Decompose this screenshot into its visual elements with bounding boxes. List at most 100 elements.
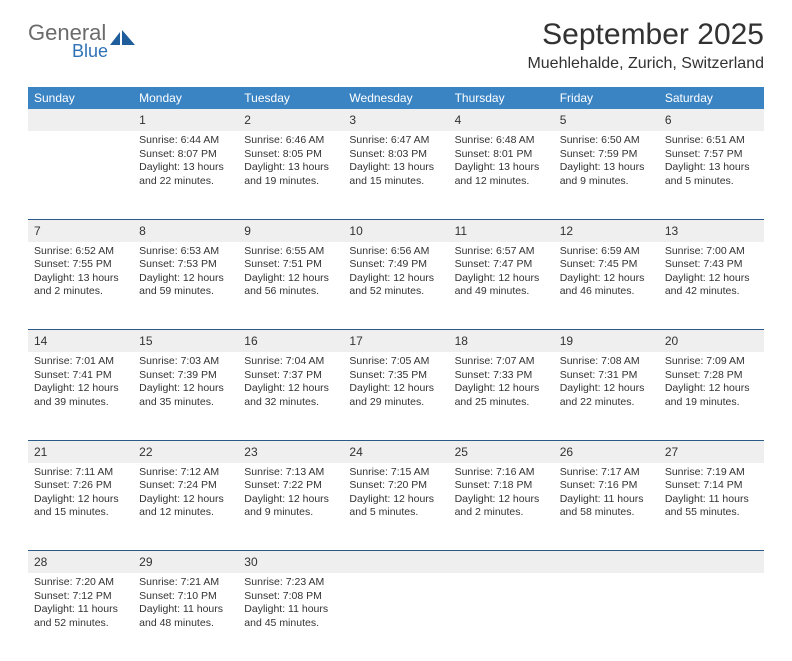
- sunset-line: Sunset: 7:47 PM: [455, 258, 548, 272]
- day-cell: Sunrise: 7:01 AMSunset: 7:41 PMDaylight:…: [28, 352, 133, 440]
- day-cell: Sunrise: 7:08 AMSunset: 7:31 PMDaylight:…: [554, 352, 659, 440]
- daynum-cell: 27: [659, 440, 764, 463]
- day-cell: Sunrise: 6:46 AMSunset: 8:05 PMDaylight:…: [238, 131, 343, 219]
- sunset-line: Sunset: 7:16 PM: [560, 479, 653, 493]
- sunset-line: Sunset: 7:24 PM: [139, 479, 232, 493]
- sunset-line: Sunset: 8:03 PM: [349, 148, 442, 162]
- daynum-cell: 3: [343, 109, 448, 131]
- day-number: 20: [665, 334, 678, 348]
- day-details: Sunrise: 7:15 AMSunset: 7:20 PMDaylight:…: [349, 466, 442, 521]
- day-cell: Sunrise: 6:47 AMSunset: 8:03 PMDaylight:…: [343, 131, 448, 219]
- daylight-line: Daylight: 12 hours and 46 minutes.: [560, 272, 653, 299]
- sunrise-line: Sunrise: 7:13 AM: [244, 466, 337, 480]
- day-details: Sunrise: 7:07 AMSunset: 7:33 PMDaylight:…: [455, 355, 548, 410]
- daynum-row: 21222324252627: [28, 440, 764, 463]
- day-number: 9: [244, 224, 251, 238]
- day-cell: Sunrise: 7:21 AMSunset: 7:10 PMDaylight:…: [133, 573, 238, 661]
- day-cell: [343, 573, 448, 661]
- daynum-cell: 28: [28, 551, 133, 574]
- daylight-line: Daylight: 12 hours and 35 minutes.: [139, 382, 232, 409]
- day-cell: Sunrise: 7:07 AMSunset: 7:33 PMDaylight:…: [449, 352, 554, 440]
- sunrise-line: Sunrise: 7:05 AM: [349, 355, 442, 369]
- daylight-line: Daylight: 12 hours and 59 minutes.: [139, 272, 232, 299]
- sunset-line: Sunset: 7:39 PM: [139, 369, 232, 383]
- daynum-cell: [343, 551, 448, 574]
- daynum-row: 282930: [28, 551, 764, 574]
- daylight-line: Daylight: 11 hours and 58 minutes.: [560, 493, 653, 520]
- sunset-line: Sunset: 7:35 PM: [349, 369, 442, 383]
- day-number: 21: [34, 445, 47, 459]
- day-details: Sunrise: 7:23 AMSunset: 7:08 PMDaylight:…: [244, 576, 337, 631]
- day-cell: Sunrise: 6:50 AMSunset: 7:59 PMDaylight:…: [554, 131, 659, 219]
- daylight-line: Daylight: 13 hours and 22 minutes.: [139, 161, 232, 188]
- day-details: Sunrise: 6:50 AMSunset: 7:59 PMDaylight:…: [560, 134, 653, 189]
- day-cell: Sunrise: 6:52 AMSunset: 7:55 PMDaylight:…: [28, 242, 133, 330]
- day-cell: Sunrise: 6:59 AMSunset: 7:45 PMDaylight:…: [554, 242, 659, 330]
- day-details: Sunrise: 7:01 AMSunset: 7:41 PMDaylight:…: [34, 355, 127, 410]
- day-cell: Sunrise: 7:00 AMSunset: 7:43 PMDaylight:…: [659, 242, 764, 330]
- day-cell: Sunrise: 7:13 AMSunset: 7:22 PMDaylight:…: [238, 463, 343, 551]
- daynum-cell: 23: [238, 440, 343, 463]
- sunset-line: Sunset: 8:01 PM: [455, 148, 548, 162]
- daylight-line: Daylight: 12 hours and 52 minutes.: [349, 272, 442, 299]
- day-details: Sunrise: 7:19 AMSunset: 7:14 PMDaylight:…: [665, 466, 758, 521]
- daylight-line: Daylight: 11 hours and 45 minutes.: [244, 603, 337, 630]
- day-cell: [659, 573, 764, 661]
- daynum-cell: 4: [449, 109, 554, 131]
- daynum-row: 78910111213: [28, 219, 764, 242]
- sunset-line: Sunset: 7:45 PM: [560, 258, 653, 272]
- day-cell: Sunrise: 6:57 AMSunset: 7:47 PMDaylight:…: [449, 242, 554, 330]
- sunrise-line: Sunrise: 7:08 AM: [560, 355, 653, 369]
- day-cell: Sunrise: 7:09 AMSunset: 7:28 PMDaylight:…: [659, 352, 764, 440]
- daynum-cell: [659, 551, 764, 574]
- day-header: Thursday: [449, 87, 554, 109]
- day-header: Saturday: [659, 87, 764, 109]
- sunrise-line: Sunrise: 7:21 AM: [139, 576, 232, 590]
- daylight-line: Daylight: 13 hours and 12 minutes.: [455, 161, 548, 188]
- day-details: Sunrise: 7:17 AMSunset: 7:16 PMDaylight:…: [560, 466, 653, 521]
- sunrise-line: Sunrise: 6:56 AM: [349, 245, 442, 259]
- logo-sail-icon: [110, 28, 136, 44]
- day-cell: Sunrise: 7:04 AMSunset: 7:37 PMDaylight:…: [238, 352, 343, 440]
- daynum-cell: 15: [133, 330, 238, 353]
- sunset-line: Sunset: 7:49 PM: [349, 258, 442, 272]
- sunrise-line: Sunrise: 7:19 AM: [665, 466, 758, 480]
- sunset-line: Sunset: 7:51 PM: [244, 258, 337, 272]
- daynum-cell: 29: [133, 551, 238, 574]
- day-number: 14: [34, 334, 47, 348]
- daynum-cell: 8: [133, 219, 238, 242]
- sunrise-line: Sunrise: 6:46 AM: [244, 134, 337, 148]
- daynum-cell: 19: [554, 330, 659, 353]
- sunrise-line: Sunrise: 7:12 AM: [139, 466, 232, 480]
- day-details: Sunrise: 6:56 AMSunset: 7:49 PMDaylight:…: [349, 245, 442, 300]
- day-cell: Sunrise: 6:55 AMSunset: 7:51 PMDaylight:…: [238, 242, 343, 330]
- sunset-line: Sunset: 7:14 PM: [665, 479, 758, 493]
- daylight-line: Daylight: 13 hours and 2 minutes.: [34, 272, 127, 299]
- day-number: 6: [665, 113, 672, 127]
- day-details: Sunrise: 6:51 AMSunset: 7:57 PMDaylight:…: [665, 134, 758, 189]
- day-details: Sunrise: 7:09 AMSunset: 7:28 PMDaylight:…: [665, 355, 758, 410]
- day-cell: Sunrise: 7:17 AMSunset: 7:16 PMDaylight:…: [554, 463, 659, 551]
- day-details: Sunrise: 6:48 AMSunset: 8:01 PMDaylight:…: [455, 134, 548, 189]
- day-details: Sunrise: 7:03 AMSunset: 7:39 PMDaylight:…: [139, 355, 232, 410]
- daynum-row: 14151617181920: [28, 330, 764, 353]
- sunset-line: Sunset: 7:10 PM: [139, 590, 232, 604]
- day-number: 10: [349, 224, 362, 238]
- daynum-cell: 20: [659, 330, 764, 353]
- daynum-row: 123456: [28, 109, 764, 131]
- sunrise-line: Sunrise: 6:51 AM: [665, 134, 758, 148]
- day-details: Sunrise: 6:47 AMSunset: 8:03 PMDaylight:…: [349, 134, 442, 189]
- day-number: 8: [139, 224, 146, 238]
- day-cell: Sunrise: 6:44 AMSunset: 8:07 PMDaylight:…: [133, 131, 238, 219]
- sunrise-line: Sunrise: 7:16 AM: [455, 466, 548, 480]
- day-cell: Sunrise: 6:51 AMSunset: 7:57 PMDaylight:…: [659, 131, 764, 219]
- daynum-cell: 25: [449, 440, 554, 463]
- day-details: Sunrise: 6:44 AMSunset: 8:07 PMDaylight:…: [139, 134, 232, 189]
- sunrise-line: Sunrise: 7:00 AM: [665, 245, 758, 259]
- sunset-line: Sunset: 7:33 PM: [455, 369, 548, 383]
- sunrise-line: Sunrise: 7:07 AM: [455, 355, 548, 369]
- day-cell: Sunrise: 6:53 AMSunset: 7:53 PMDaylight:…: [133, 242, 238, 330]
- day-details: Sunrise: 6:55 AMSunset: 7:51 PMDaylight:…: [244, 245, 337, 300]
- daylight-line: Daylight: 12 hours and 32 minutes.: [244, 382, 337, 409]
- sunrise-line: Sunrise: 6:53 AM: [139, 245, 232, 259]
